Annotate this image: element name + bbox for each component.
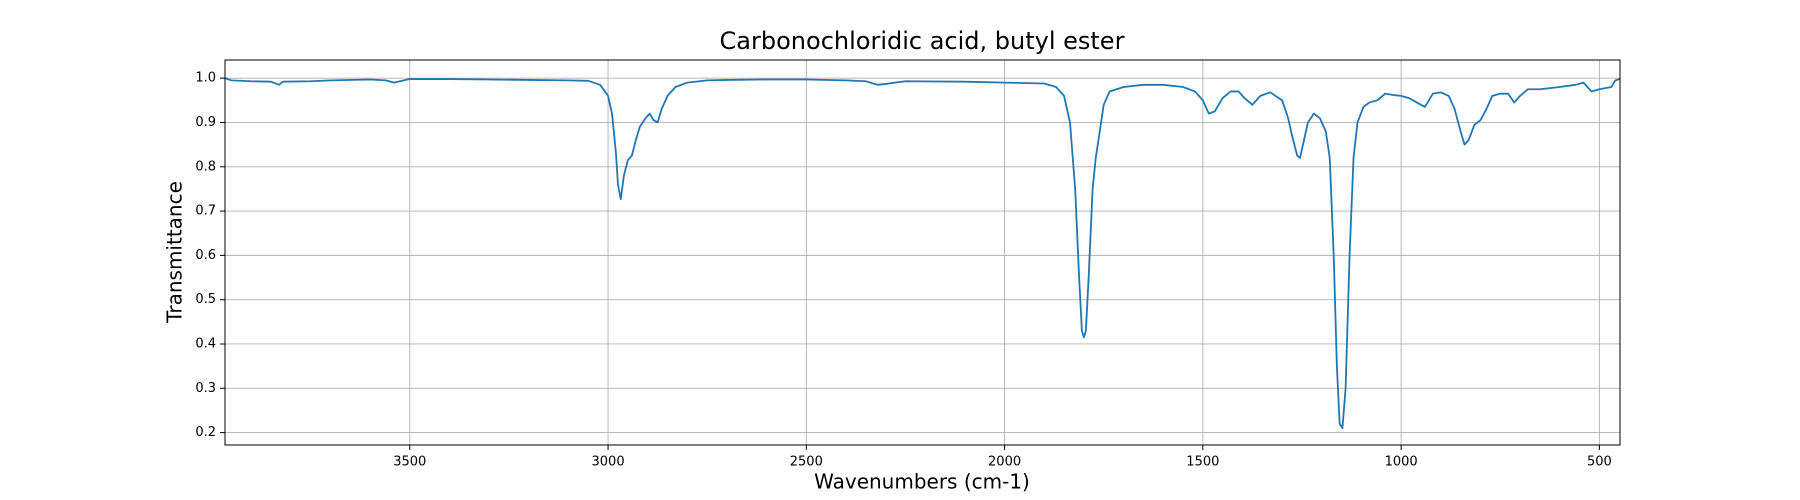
y-tick-label: 0.4 [195, 336, 216, 351]
y-tick-label: 0.6 [195, 248, 216, 263]
x-axis-label: Wavenumbers (cm-1) [814, 470, 1030, 494]
y-axis-label: Transmittance [163, 181, 187, 324]
x-tick-label: 1500 [1186, 455, 1219, 470]
y-tick-label: 1.0 [195, 71, 216, 86]
x-tick-label: 3000 [592, 455, 625, 470]
chart-title: Carbonochloridic acid, butyl ester [720, 27, 1125, 55]
x-tick-label: 3500 [393, 455, 426, 470]
y-tick-label: 0.5 [195, 292, 216, 307]
y-tick-label: 0.9 [195, 115, 216, 130]
y-tick-label: 0.7 [195, 204, 216, 219]
x-tick-label: 2000 [988, 455, 1021, 470]
spectrum-line [224, 77, 1621, 430]
x-tick-label: 2500 [790, 455, 823, 470]
y-tick-label: 0.2 [195, 425, 216, 440]
x-tick-label: 500 [1587, 455, 1612, 470]
plot-frame [224, 59, 1621, 446]
y-tick-label: 0.8 [195, 159, 216, 174]
y-tick-label: 0.3 [195, 381, 216, 396]
x-tick-label: 1000 [1385, 455, 1418, 470]
